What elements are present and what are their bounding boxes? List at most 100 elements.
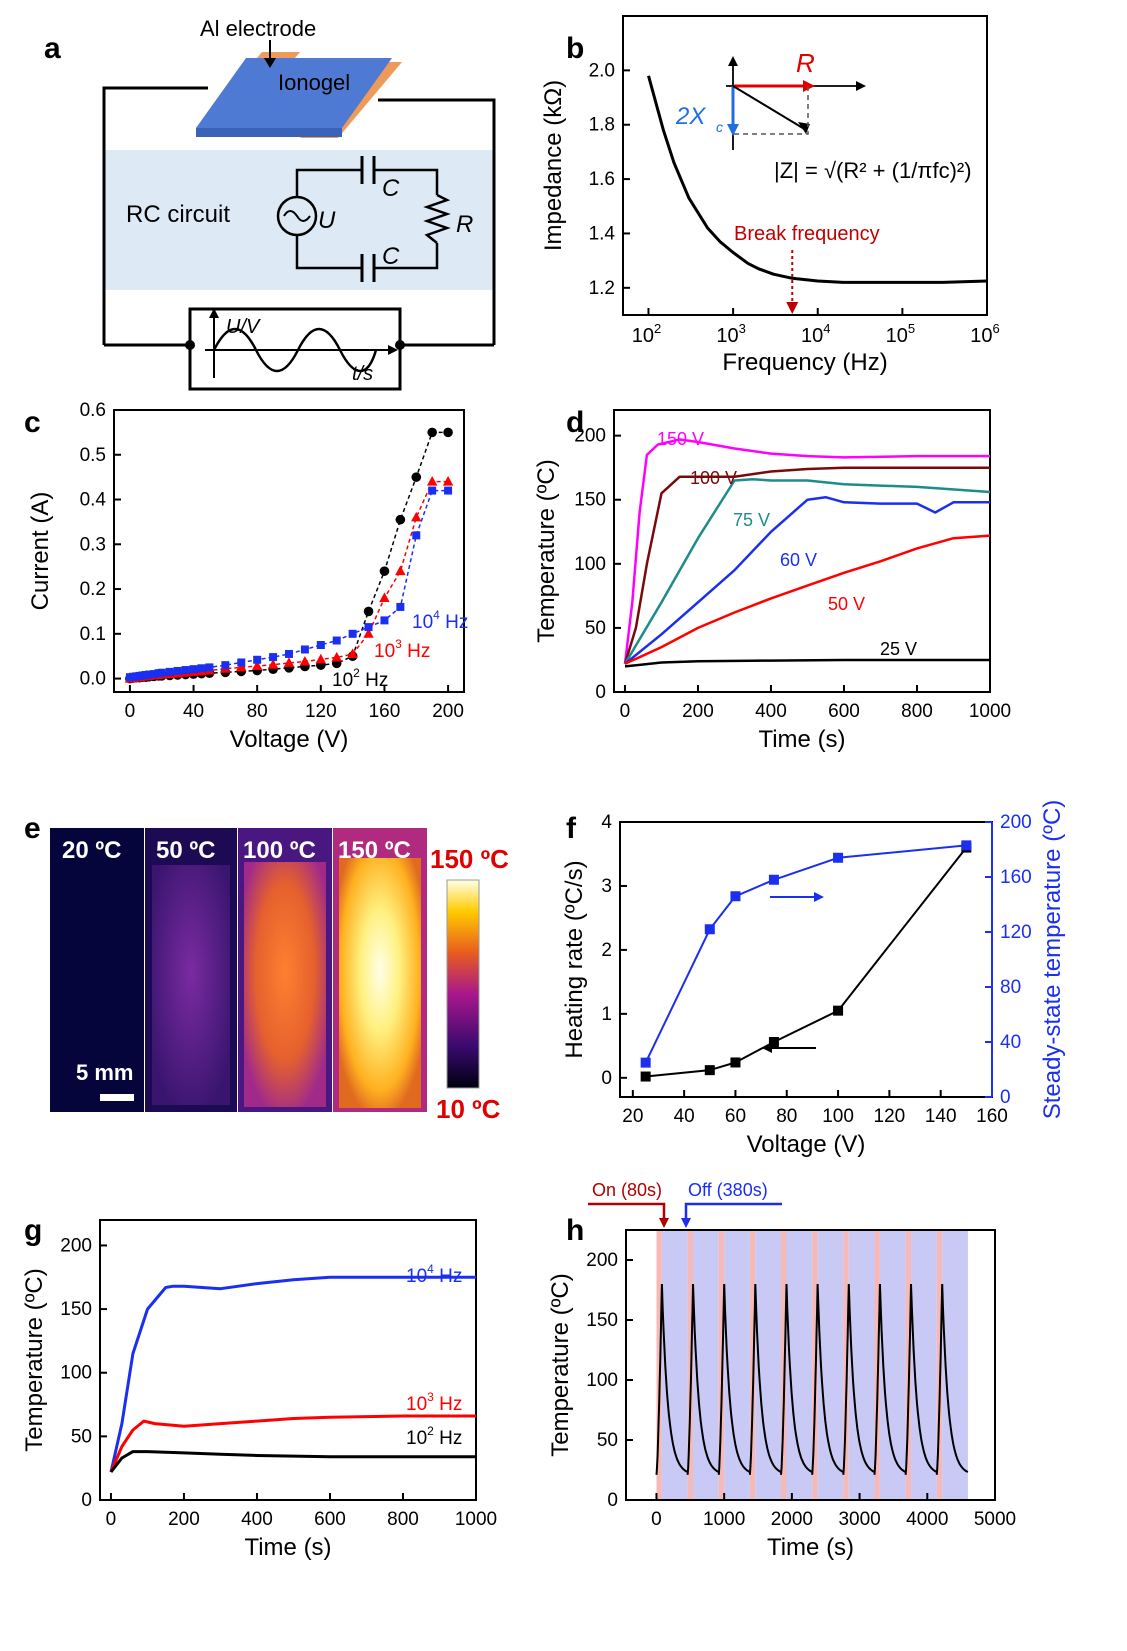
y-tick-label: 0: [601, 1068, 612, 1089]
current-point: [379, 592, 390, 602]
voltage-label: 60 V: [780, 550, 817, 570]
current-point: [236, 661, 247, 672]
x-axis-title: Time (s): [244, 1534, 331, 1561]
cycle-curve: [904, 1283, 938, 1475]
panel-c-current-chart: c 0 40 80 120 160 200 0.0 0.1 0.2 0.3 0.4 0.5 0.6 Vol…: [24, 400, 468, 753]
y-tick-label: 50: [585, 618, 606, 639]
series-label: 103 Hz: [406, 1390, 462, 1415]
current-point: [364, 623, 373, 632]
current-point: [428, 486, 437, 495]
y-tick-label: 0.1: [80, 624, 106, 645]
on-arrowhead: [659, 1218, 669, 1228]
current-point: [237, 658, 246, 667]
plot-frame: [619, 821, 993, 1098]
current-point: [363, 628, 374, 638]
steady-temperature-point: [640, 1057, 651, 1068]
y-axis-title: Current (A): [27, 492, 54, 611]
wave-y-arrowhead: [209, 308, 219, 318]
node-left: [185, 340, 195, 350]
current-point: [145, 670, 153, 679]
current-point: [332, 636, 341, 645]
x-tick-label: 4000: [906, 1509, 948, 1530]
y2-tick-label: 80: [1000, 977, 1021, 998]
x-tick-exponent: 3: [739, 321, 746, 336]
x-axis-title: Voltage (V): [230, 726, 349, 753]
frequency-temperature-curve: [109, 1450, 476, 1473]
panel-g-frequency-temperature-chart: g 0 200 400 600 800 1000 0 50 100 150 200 Time (s) T…: [21, 1214, 497, 1561]
colorbar-min-label: 10 ºC: [436, 1094, 501, 1124]
y2-tick-label: 120: [1000, 922, 1032, 943]
resistor-symbol: [423, 193, 451, 244]
electrode-arrowhead: [264, 58, 276, 68]
current-point: [426, 476, 438, 486]
steady-temperature-point: [768, 874, 779, 885]
current-point: [442, 476, 454, 486]
current-point: [427, 427, 437, 438]
impedance-curve: [647, 75, 988, 284]
current-point: [347, 648, 358, 658]
y-tick-label: 50: [597, 1430, 618, 1451]
x-tick-exponent: 2: [654, 321, 661, 336]
plot-h: 0 1000 2000 3000 4000 5000 0 50 100 150 200 Time (s…: [547, 1229, 1016, 1561]
y-tick-label: 200: [586, 1250, 618, 1271]
y-tick-label: 200: [60, 1235, 92, 1256]
current-point: [149, 670, 158, 679]
thermal-tile-50c-glow: [152, 865, 230, 1105]
y2-tick-label: 160: [1000, 867, 1032, 888]
plot-d: 0 200 400 600 800 1000 0 50 100 150 200 Time (s) Tem…: [533, 409, 1011, 753]
y-tick-label: 0.2: [80, 579, 106, 600]
colorbar: [446, 879, 480, 1089]
current-point: [197, 664, 206, 673]
voltage-label: 25 V: [880, 639, 917, 659]
y-tick-label: 50: [71, 1426, 92, 1447]
wave-x-label: t/s: [352, 363, 373, 385]
temperature-curve: [623, 438, 990, 664]
current-point: [411, 472, 422, 482]
current-point: [315, 653, 327, 664]
inset-2xc-label: 2X: [675, 103, 706, 130]
impedance-formula: |Z| = √(R² + (1/πfc)²): [774, 158, 972, 183]
y-tick-label: 0: [81, 1490, 92, 1511]
voltage-label: 150 V: [657, 429, 704, 449]
current-point: [269, 653, 278, 662]
y-axis-title: Heating rate (ºC/s): [561, 860, 588, 1058]
y-tick-label: 200: [574, 426, 606, 447]
rc-circuit-label: RC circuit: [126, 201, 230, 228]
series-label-unit: Hz: [402, 641, 431, 662]
x-tick-label: 80: [247, 701, 268, 722]
x-tick-label: 5000: [974, 1509, 1016, 1530]
x-tick-label: 160: [369, 701, 401, 722]
temperature-curve: [623, 477, 991, 665]
current-point: [395, 514, 406, 525]
x-tick-label: 200: [432, 701, 464, 722]
y-tick-label: 0.5: [80, 445, 106, 466]
current-point: [443, 427, 453, 438]
x-tick-exponent: 6: [993, 321, 1000, 336]
y-axis-title: Temperature (ºC): [547, 1273, 574, 1456]
capacitor-top-label: C: [382, 175, 400, 202]
inset-vertical-arrowhead: [728, 56, 738, 66]
y-tick-label: 100: [60, 1363, 92, 1384]
y-tick-label: 150: [60, 1299, 92, 1320]
x-axis-title: Frequency (Hz): [722, 349, 887, 376]
y-tick-label: 100: [574, 554, 606, 575]
x-tick-label: 400: [241, 1509, 273, 1530]
off-label: Off (380s): [688, 1180, 768, 1200]
y-tick-label: 0.4: [80, 490, 107, 511]
y-tick-label: 0.0: [80, 669, 106, 690]
series-label-unit: Hz: [434, 1394, 463, 1415]
y-tick-label: 3: [601, 876, 612, 897]
thermal-tile-150c-glow: [339, 858, 421, 1108]
cycle-curve: [842, 1283, 875, 1475]
voltage-label: 75 V: [733, 510, 770, 530]
rc-wire-top-right: [374, 168, 439, 195]
x-tick-label: 1000: [455, 1509, 497, 1530]
x-tick-label: 100: [822, 1106, 854, 1127]
y-tick-label: 0.3: [80, 534, 106, 555]
x-axis-title: Time (s): [758, 726, 845, 753]
thermal-tile-20c: [50, 828, 144, 1112]
series-label-unit: Hz: [434, 1266, 463, 1287]
wire-right: [378, 98, 496, 345]
x-tick-label: 20: [622, 1106, 643, 1127]
inset-r-arrowhead: [803, 80, 815, 92]
